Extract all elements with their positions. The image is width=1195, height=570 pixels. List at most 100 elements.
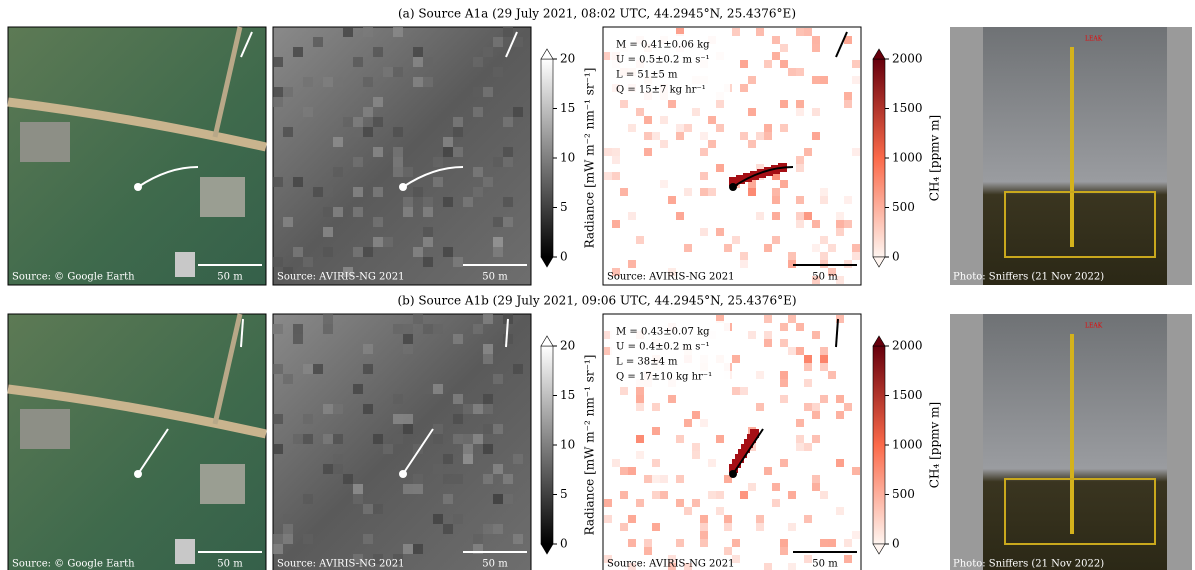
pixel [844, 539, 852, 547]
colorbar-cap [541, 257, 553, 267]
pixel [373, 237, 383, 247]
pixel [692, 443, 700, 451]
pixel [273, 364, 283, 374]
pixel [660, 475, 668, 483]
pixel [393, 394, 403, 404]
pixel [676, 539, 684, 547]
pixel [780, 379, 788, 387]
pixel [708, 491, 716, 499]
pixel [443, 137, 453, 147]
colorbar-label: CH₄ [ppmv m] [928, 115, 942, 201]
pixel [716, 435, 724, 443]
pixel [764, 467, 772, 475]
pixel [740, 84, 748, 92]
pixel [804, 212, 812, 220]
pixel [483, 404, 493, 414]
scale-label: 50 m [812, 272, 838, 283]
pixel [780, 180, 788, 188]
pixel [483, 87, 493, 97]
pixel [796, 164, 804, 172]
pixel [363, 27, 373, 37]
pixel [812, 76, 820, 84]
pixel [473, 404, 483, 414]
pixel [644, 116, 652, 124]
pixel [493, 464, 503, 474]
pixel [273, 444, 283, 454]
pixel [403, 414, 413, 424]
pixel [473, 434, 483, 444]
pixel [353, 187, 363, 197]
pixel [812, 435, 820, 443]
pixel [788, 491, 796, 499]
pixel [343, 117, 353, 127]
pixel [812, 244, 820, 252]
pixel [393, 157, 403, 167]
pixel [756, 403, 764, 411]
pixel [820, 76, 828, 84]
pixel [283, 127, 293, 137]
pixel [383, 237, 393, 247]
pixel [788, 68, 796, 76]
pixel [323, 77, 333, 87]
pixel [373, 434, 383, 444]
pixel [780, 60, 788, 68]
source-caption: Source: AVIRIS-NG 2021 [277, 559, 405, 570]
pixel [303, 257, 313, 267]
scale-label: 50 m [812, 559, 838, 570]
pixel [403, 544, 413, 554]
pixel [443, 247, 453, 257]
pixel [628, 212, 636, 220]
pixel [443, 474, 453, 484]
pixel [333, 464, 343, 474]
pixel [273, 57, 283, 67]
pixel [668, 196, 676, 204]
leak-label: LEAK [1085, 36, 1103, 43]
row-title: (b) Source A1b (29 July 2021, 09:06 UTC,… [397, 294, 796, 308]
pixel [373, 217, 383, 227]
stat: L = 51±5 m [616, 70, 678, 81]
pixel [788, 563, 796, 570]
pixel [363, 364, 373, 374]
pixel [503, 474, 513, 484]
pixel [628, 467, 636, 475]
pixel [812, 483, 820, 491]
pixel [812, 132, 820, 140]
pixel [652, 427, 660, 435]
photo [983, 314, 1167, 570]
pixel [493, 217, 503, 227]
pixel [453, 514, 463, 524]
pixel [836, 220, 844, 228]
pixel [660, 140, 668, 148]
colorbar-tick-label: 10 [560, 151, 575, 165]
pixel [820, 355, 828, 363]
pixel [844, 220, 852, 228]
pixel [796, 68, 804, 76]
pixel [353, 127, 363, 137]
pixel [796, 196, 804, 204]
pixel [852, 244, 860, 252]
pixel [453, 127, 463, 137]
scale-label: 50 m [217, 272, 243, 283]
pixel [780, 371, 788, 379]
pixel [423, 384, 433, 394]
colorbar-label: CH₄ [ppmv m] [928, 402, 942, 488]
pixel [788, 523, 796, 531]
pixel [503, 217, 513, 227]
pixel [732, 28, 740, 36]
pixel [748, 140, 756, 148]
pixel [433, 424, 443, 434]
pixel [628, 124, 636, 132]
pixel [483, 47, 493, 57]
pixel [303, 494, 313, 504]
pixel [373, 47, 383, 57]
colorbar-tick-label: 0 [892, 250, 900, 264]
pixel [413, 314, 423, 324]
colorbar-cap [541, 336, 553, 346]
pixel [652, 523, 660, 531]
pixel [812, 220, 820, 228]
pixel [820, 196, 828, 204]
pixel [273, 544, 283, 554]
pixel [503, 147, 513, 157]
pixel [828, 371, 836, 379]
pixel [453, 147, 463, 157]
